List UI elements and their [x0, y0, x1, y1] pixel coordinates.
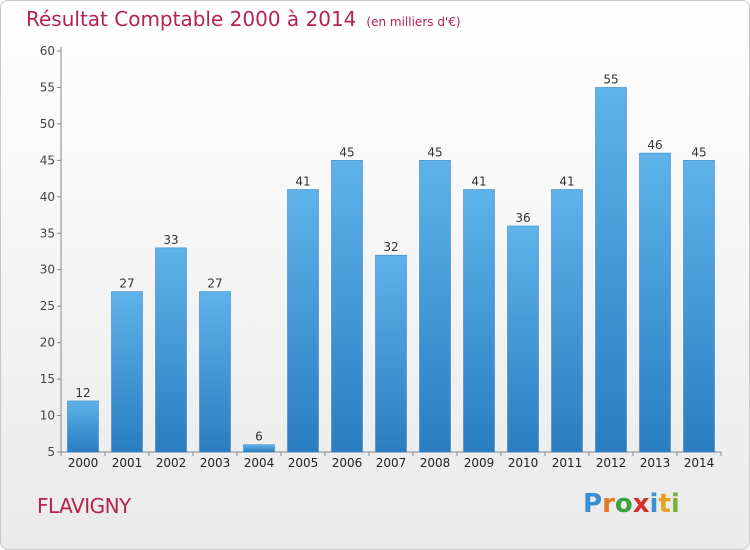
- y-tick-label: 40: [40, 190, 55, 204]
- x-tick-label: 2004: [244, 456, 275, 470]
- data-label-2010: 36: [515, 211, 530, 225]
- bar-2010: [507, 225, 539, 453]
- data-label-2009: 41: [471, 175, 486, 189]
- bar-2009: [463, 189, 495, 453]
- x-tick-label: 2002: [156, 456, 187, 470]
- axes: 5 10 15 20 25 30 35 40 45 50 55 60 2000 2001 2002 2003 2…: [40, 44, 722, 470]
- y-tick-label: 55: [40, 80, 55, 94]
- y-tick-label: 45: [40, 153, 55, 167]
- x-tick-label: 2005: [288, 456, 319, 470]
- title-unit: (en milliers d'€): [366, 15, 461, 29]
- x-tick-label: 2009: [464, 456, 495, 470]
- y-tick-label: 30: [40, 263, 55, 277]
- x-tick-label: 2001: [112, 456, 143, 470]
- bar-2013: [639, 152, 671, 453]
- y-tick-label: 10: [40, 409, 55, 423]
- chart-title: Résultat Comptable 2000 à 2014 (en millie…: [26, 7, 461, 31]
- data-labels: 12 27 33 27 6 41 45 32 45 41 36 41 55 46 45: [75, 72, 706, 443]
- bar-2002: [155, 247, 187, 453]
- logo-letter: i: [670, 489, 680, 519]
- data-label-2012: 55: [603, 72, 618, 86]
- logo-letter: o: [614, 489, 633, 519]
- bar-2000: [67, 400, 99, 453]
- x-tick-label: 2000: [68, 456, 99, 470]
- y-tick-label: 60: [40, 44, 55, 58]
- logo-letter: P: [583, 489, 603, 519]
- x-tick-label: 2013: [640, 456, 671, 470]
- bar-2001: [111, 291, 143, 453]
- bar-2005: [287, 189, 319, 453]
- data-label-2011: 41: [559, 175, 574, 189]
- logo-letter: i: [649, 489, 659, 519]
- data-label-2014: 45: [691, 145, 706, 159]
- x-tick-label: 2003: [200, 456, 231, 470]
- data-label-2008: 45: [427, 145, 442, 159]
- data-label-2001: 27: [119, 277, 134, 291]
- logo-letter: r: [602, 489, 615, 519]
- bar-2014: [683, 160, 715, 453]
- data-label-2006: 45: [339, 145, 354, 159]
- logo-letter: x: [632, 489, 650, 519]
- bar-2004: [243, 444, 275, 453]
- data-label-2013: 46: [647, 138, 662, 152]
- x-tick-label: 2012: [596, 456, 627, 470]
- data-label-2004: 6: [255, 430, 263, 444]
- y-tick-label: 5: [47, 445, 55, 459]
- data-label-2002: 33: [163, 233, 178, 247]
- y-tick-label: 15: [40, 372, 55, 386]
- data-label-2005: 41: [295, 175, 310, 189]
- bars: [67, 87, 715, 453]
- y-tick-label: 35: [40, 226, 55, 240]
- bar-2011: [551, 189, 583, 453]
- bar-2007: [375, 254, 407, 453]
- data-label-2007: 32: [383, 240, 398, 254]
- y-tick-label: 50: [40, 117, 55, 131]
- x-tick-label: 2006: [332, 456, 363, 470]
- logo-letter: t: [658, 489, 671, 519]
- y-tick-label: 25: [40, 299, 55, 313]
- x-tick-label: 2007: [376, 456, 407, 470]
- x-tick-label: 2014: [684, 456, 715, 470]
- x-tick-label: 2010: [508, 456, 539, 470]
- proxiti-logo: Proxiti: [583, 489, 680, 519]
- x-tick-label: 2008: [420, 456, 451, 470]
- x-tick-label: 2011: [552, 456, 583, 470]
- y-tick-label: 20: [40, 336, 55, 350]
- data-label-2003: 27: [207, 277, 222, 291]
- bar-2012: [595, 87, 627, 453]
- title-text: Résultat Comptable 2000 à 2014: [26, 7, 357, 31]
- bar-2006: [331, 160, 363, 453]
- bar-2008: [419, 160, 451, 453]
- bar-2003: [199, 291, 231, 453]
- data-label-2000: 12: [75, 386, 90, 400]
- location-name: FLAVIGNY: [37, 494, 131, 518]
